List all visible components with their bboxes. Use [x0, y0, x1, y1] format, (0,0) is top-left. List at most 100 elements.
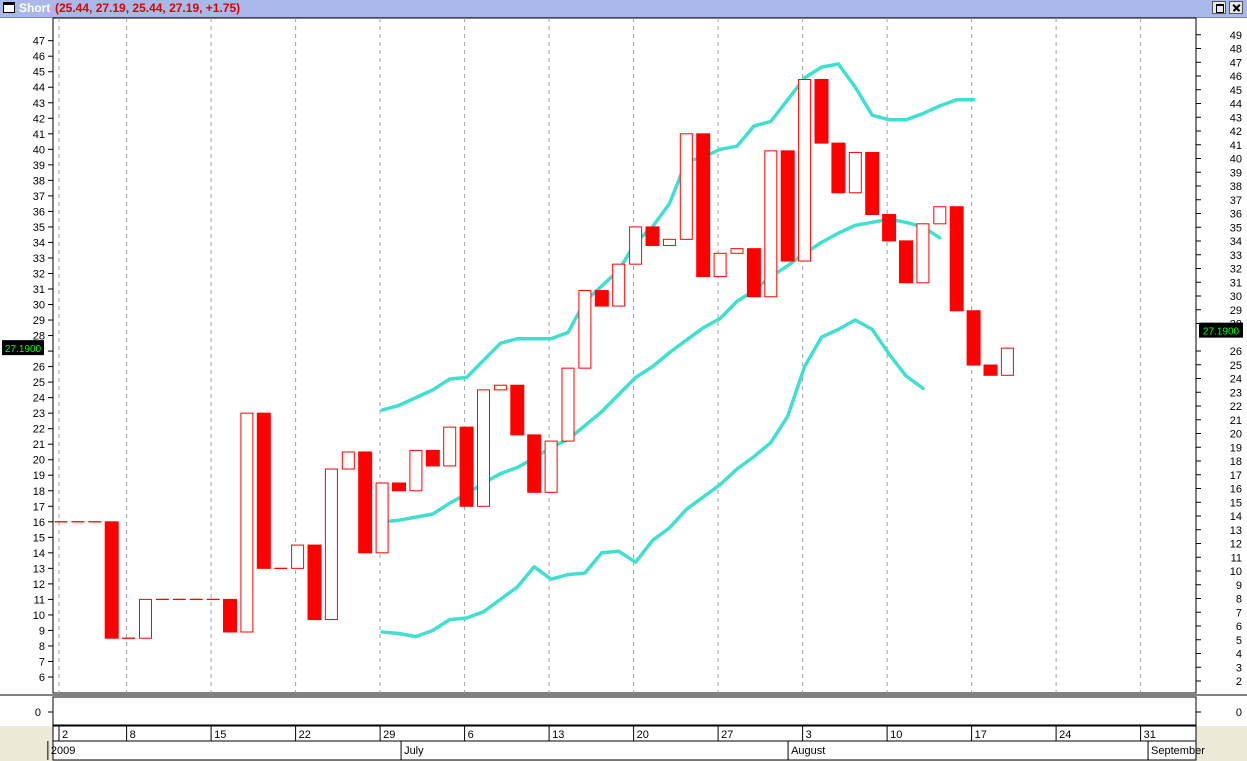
left-axis-tick-label: 25 [33, 377, 45, 389]
down-candle [392, 482, 406, 492]
left-axis-tick-label: 47 [33, 36, 45, 48]
left-axis-tick-label: 13 [33, 563, 45, 575]
restore-icon[interactable] [1212, 1, 1226, 14]
window-title: Short [19, 1, 51, 15]
left-axis-tick-label: 6 [39, 672, 45, 684]
up-candle [916, 223, 930, 284]
right-axis-tick-label: 31 [1230, 277, 1242, 289]
down-candle [899, 240, 913, 284]
right-axis-tick-label: 4 [1236, 649, 1242, 661]
right-axis-tick-label: 41 [1230, 140, 1242, 152]
bollinger-bands [380, 62, 976, 639]
right-last-price-box [1199, 322, 1243, 338]
right-axis-tick-label: 9 [1236, 580, 1242, 592]
down-candle [104, 521, 119, 639]
left-axis-tick-label: 11 [34, 594, 45, 606]
right-axis-tick-label: 48 [1230, 44, 1242, 56]
right-axis-tick-label: 11 [1231, 552, 1242, 564]
left-axis-tick-label: 16 [33, 517, 45, 529]
right-axis-tick-label: 6 [1236, 621, 1242, 633]
left-axis-tick-label: 45 [33, 67, 45, 79]
lower-pane-right-label: 0 [1236, 707, 1242, 719]
left-axis-tick-label: 9 [39, 625, 45, 637]
right-axis-tick-label: 3 [1236, 662, 1242, 674]
down-candle [780, 150, 795, 262]
down-candle [696, 133, 711, 278]
right-axis-tick-label: 17 [1230, 470, 1242, 482]
right-last-price-label: 27.1900 [1203, 327, 1240, 338]
day-tick-label: 31 [1144, 729, 1156, 741]
up-candle [578, 290, 592, 369]
right-axis-tick-label: 24 [1230, 374, 1242, 386]
down-candle [645, 226, 660, 247]
right-axis-tick-label: 18 [1230, 456, 1242, 468]
right-axis-tick-label: 44 [1230, 99, 1242, 111]
up-candle [375, 482, 389, 554]
left-axis-tick-label: 30 [33, 300, 45, 312]
left-axis-tick-label: 46 [33, 51, 45, 63]
up-candle [291, 544, 305, 569]
date-axis: 2 8 15 22 29 6 13 20 27 3 10 17 24 31 2009 July August Se… [0, 725, 1247, 761]
down-candle [831, 142, 846, 194]
day-tick-label: 8 [130, 729, 136, 741]
left-axis-tick-label: 33 [33, 253, 45, 265]
down-candle [527, 434, 542, 493]
down-candle [746, 248, 761, 298]
down-candle [223, 598, 237, 633]
up-candle [629, 226, 643, 265]
left-last-price-label: 27.1900 [5, 344, 42, 355]
left-axis-tick-label: 24 [33, 393, 45, 405]
left-axis-tick-label: 7 [39, 656, 45, 668]
left-axis-tick-label: 10 [33, 610, 45, 622]
day-tick-label: 2 [62, 729, 68, 741]
left-axis-tick-label: 44 [33, 82, 45, 94]
left-axis-tick-label: 19 [33, 470, 45, 482]
left-axis-tick-label: 23 [33, 408, 45, 420]
right-axis-tick-label: 40 [1230, 154, 1242, 166]
right-axis-tick-label: 37 [1230, 195, 1242, 207]
left-axis-tick-label: 18 [33, 486, 45, 498]
right-axis-tick-label: 38 [1230, 181, 1242, 193]
left-axis-tick-label: 43 [33, 98, 45, 110]
right-axis-tick-label: 29 [1230, 305, 1242, 317]
down-candle [865, 151, 880, 216]
month-tick-label: July [404, 745, 424, 757]
bollinger-middle-band [380, 217, 942, 524]
right-axis-tick-label: 47 [1230, 57, 1242, 69]
up-candle [443, 426, 457, 467]
day-tick-label: 6 [468, 729, 474, 741]
right-axis-tick-label: 15 [1230, 497, 1242, 509]
month-tick-label: September [1151, 745, 1205, 757]
chart-frame [0, 17, 1247, 726]
up-candle [544, 440, 558, 493]
down-candle [459, 426, 474, 507]
up-candle [409, 449, 423, 492]
right-axis-tick-label: 20 [1230, 429, 1242, 441]
window-icon[interactable] [3, 2, 15, 13]
left-axis-tick-label: 20 [33, 455, 45, 467]
right-axis-tick-label: 25 [1230, 360, 1242, 372]
right-axis-tick-label: 8 [1236, 594, 1242, 606]
up-candle [848, 151, 862, 194]
day-tick-label: 15 [214, 729, 226, 741]
right-axis-tick-label: 42 [1230, 126, 1242, 138]
left-last-price-box [2, 340, 44, 356]
up-candle [933, 206, 947, 225]
right-axis-tick-label: 45 [1230, 85, 1242, 97]
right-axis-tick-label: 7 [1236, 607, 1242, 619]
left-axis-tick-label: 22 [33, 424, 45, 436]
bollinger-upper-band [380, 62, 976, 412]
close-icon[interactable] [1229, 1, 1243, 14]
lower-pane-border [52, 696, 1197, 726]
day-tick-label: 20 [637, 729, 649, 741]
right-axis-tick-label: 34 [1230, 236, 1242, 248]
left-axis-tick-label: 39 [33, 160, 45, 172]
left-axis-tick-label: 14 [33, 548, 45, 560]
left-axis-tick-label: 29 [33, 315, 45, 327]
right-axis-tick-label: 49 [1230, 30, 1242, 42]
down-candle [814, 78, 829, 144]
up-candle [730, 248, 744, 254]
right-price-axis: 2345678910111213141516171819202122232425… [1196, 30, 1242, 688]
right-axis-tick-label: 16 [1230, 484, 1242, 496]
